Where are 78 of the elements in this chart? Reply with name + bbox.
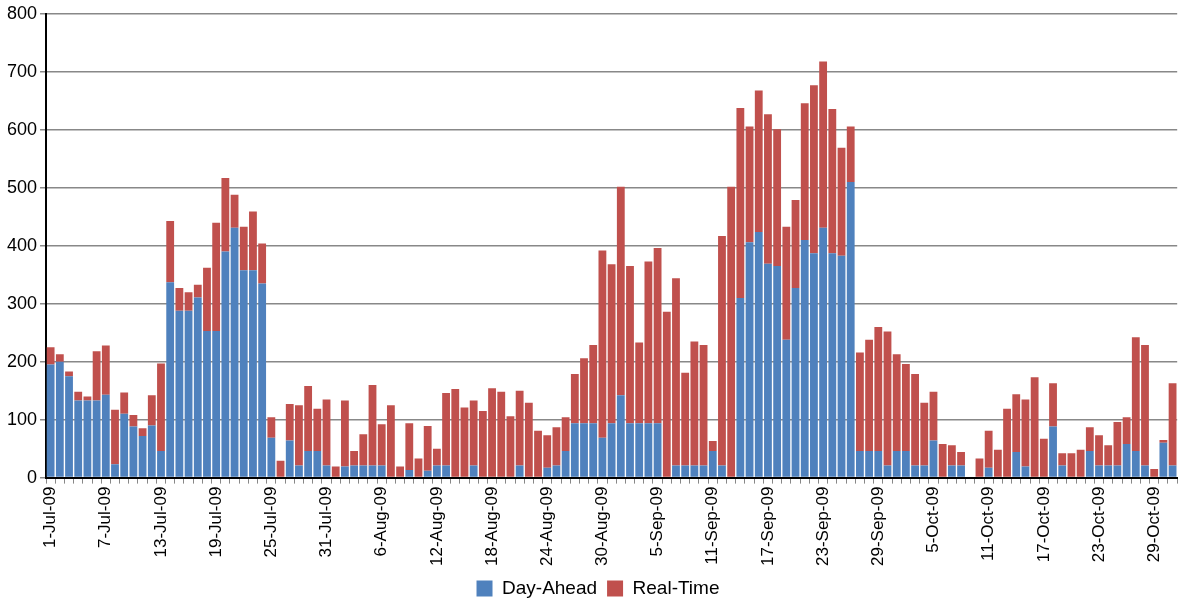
bar [543, 467, 552, 477]
bar [83, 396, 92, 401]
y-tick-label: 700 [6, 60, 38, 81]
bar [1159, 442, 1168, 477]
bar [175, 288, 184, 311]
bar [791, 288, 800, 477]
bar [846, 126, 855, 183]
bar [1150, 468, 1159, 477]
y-tick-label: 400 [6, 234, 38, 255]
x-tick-label: 1-Jul-09 [40, 486, 60, 549]
x-tick-label: 24-Aug-09 [536, 486, 556, 566]
bar [745, 242, 754, 477]
legend-label: Day-Ahead [502, 576, 598, 598]
bar [515, 465, 524, 477]
bar [837, 147, 846, 256]
y-tick-label: 600 [6, 118, 38, 139]
bar [377, 465, 386, 477]
bar [322, 465, 331, 477]
y-tick-label: 200 [6, 350, 38, 371]
bar [331, 466, 340, 477]
legend-label: Real-Time [632, 576, 720, 598]
bar [598, 250, 607, 438]
x-tick-label: 29-Sep-09 [867, 486, 887, 566]
bar [138, 428, 147, 436]
bar [460, 407, 469, 477]
bar [653, 423, 662, 477]
bar [883, 465, 892, 477]
x-tick-label: 23-Oct-09 [1088, 486, 1108, 563]
x-tick-label: 30-Aug-09 [592, 486, 612, 566]
bar [975, 458, 984, 477]
x-tick-label: 18-Aug-09 [481, 486, 501, 566]
bar [552, 465, 561, 477]
bar [736, 297, 745, 477]
x-tick-label: 25-Jul-09 [261, 486, 281, 558]
x-tick-label: 17-Sep-09 [757, 486, 777, 566]
bar [405, 470, 414, 477]
y-tick-label: 0 [27, 466, 38, 487]
bar [699, 465, 708, 477]
bar [368, 465, 377, 477]
x-tick-label: 7-Jul-09 [95, 486, 115, 549]
bar [166, 220, 175, 283]
bar [74, 391, 83, 401]
bar [1067, 453, 1076, 477]
bar [984, 467, 993, 477]
x-tick-label: 29-Oct-09 [1143, 486, 1163, 563]
bar [184, 292, 193, 311]
y-tick-label: 100 [6, 408, 38, 429]
bar [929, 391, 938, 441]
bar [129, 415, 138, 427]
x-tick-label: 12-Aug-09 [426, 486, 446, 566]
bar [230, 194, 239, 228]
y-tick-label: 500 [6, 176, 38, 197]
x-tick-label: 17-Oct-09 [1033, 486, 1053, 563]
bar [653, 248, 662, 424]
x-tick-label: 6-Aug-09 [371, 486, 391, 557]
x-tick-label: 13-Jul-09 [150, 486, 170, 558]
y-tick-label: 300 [6, 292, 38, 313]
bar [1159, 439, 1168, 443]
x-tick-label: 19-Jul-09 [205, 486, 225, 558]
x-tick-label: 23-Sep-09 [812, 486, 832, 566]
bar [1049, 383, 1057, 427]
bar [230, 227, 239, 477]
x-tick-label: 11-Sep-09 [702, 486, 722, 565]
bar [506, 416, 515, 477]
x-tick-label: 5-Sep-09 [647, 486, 667, 557]
x-tick-label: 5-Oct-09 [923, 486, 943, 553]
bar [1168, 465, 1177, 477]
bar [414, 458, 423, 477]
bar [322, 399, 331, 466]
y-tick-label: 800 [6, 2, 38, 23]
bar [267, 417, 276, 438]
bar [745, 126, 754, 243]
bar [1021, 399, 1030, 467]
x-tick-label: 11-Oct-09 [978, 486, 998, 561]
bar [469, 465, 478, 477]
x-tick-label: 31-Jul-09 [316, 486, 336, 558]
bar [1012, 452, 1021, 477]
bar [1058, 453, 1067, 466]
